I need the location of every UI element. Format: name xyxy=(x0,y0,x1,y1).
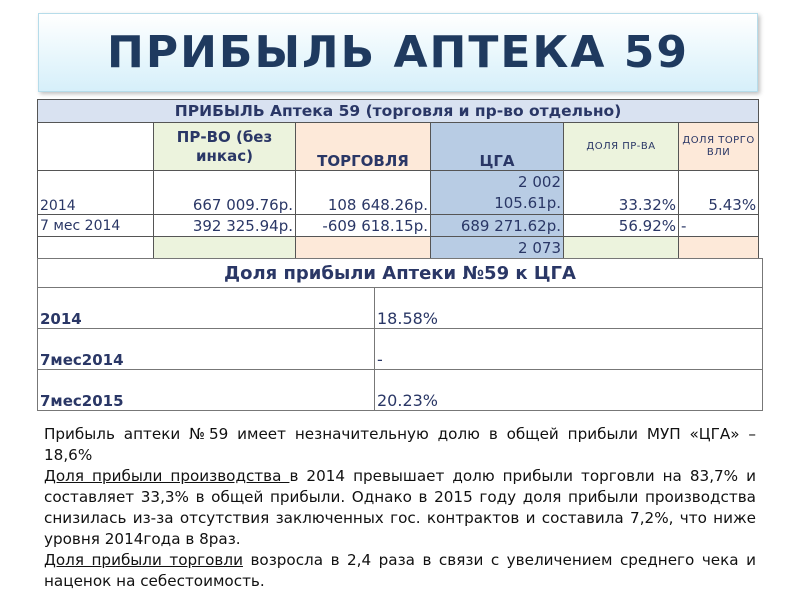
summary-paragraph-2: Доля прибыли производства в 2014 превыша… xyxy=(44,466,756,550)
trade-share-term: Доля прибыли торговли xyxy=(44,551,243,569)
cell-production: 667 009.76р. xyxy=(153,170,296,215)
cell-share-trade: 5.43% xyxy=(677,170,760,215)
trade-share-text: возросла в 2,4 раза в связи с увеличение… xyxy=(44,551,756,590)
col-header-share-trade: ДОЛЯ ТОРГОВЛИ xyxy=(677,122,760,171)
profit-table: ПРИБЫЛЬ Аптека 59 (торговля и пр-во отде… xyxy=(36,99,760,259)
cell-production: 392 325.94р. xyxy=(153,214,296,237)
share-row-label: 7мес2015 xyxy=(37,369,375,411)
cell-share-trade xyxy=(677,236,760,259)
share-row-value: - xyxy=(374,328,763,370)
cell-trade: -609 618.15р. xyxy=(295,214,431,237)
cell-share-production: 56.92% xyxy=(563,214,679,237)
col-header-cga: ЦГА xyxy=(430,122,564,171)
col-header-production: ПР-ВО (без инкас) xyxy=(153,122,296,171)
row-label: 7 мес 2014 xyxy=(37,214,154,237)
col-header-empty xyxy=(37,122,154,171)
production-share-text: в 2014 превышает долю прибыли торговли н… xyxy=(44,467,756,548)
summary-text: Прибыль аптеки №59 имеет незначительную … xyxy=(44,424,756,592)
cell-trade: 108 648.26р. xyxy=(295,170,431,215)
col-header-share-production: ДОЛЯ ПР-ВА xyxy=(563,122,679,171)
share-table: Доля прибыли Аптеки №59 к ЦГА 2014 18.58… xyxy=(37,258,763,411)
cell-cga: 2 002 105.61р. xyxy=(430,170,564,215)
col-header-trade: ТОРГОВЛЯ xyxy=(295,122,431,171)
share-row-label: 2014 xyxy=(37,287,375,329)
cell-cga: 689 271.62р. xyxy=(430,214,564,237)
cell-cga: 2 073 xyxy=(430,236,564,259)
row-label xyxy=(37,236,154,259)
production-share-term: Доля прибыли производства xyxy=(44,467,290,485)
cell-share-trade: - xyxy=(677,214,760,237)
cell-production xyxy=(153,236,296,259)
title-banner: ПРИБЫЛЬ АПТЕКА 59 xyxy=(38,13,758,92)
cell-share-production: 33.32% xyxy=(563,170,679,215)
summary-paragraph-3: Доля прибыли торговли возросла в 2,4 раз… xyxy=(44,550,756,592)
share-row-label: 7мес2014 xyxy=(37,328,375,370)
summary-paragraph-1: Прибыль аптеки №59 имеет незначительную … xyxy=(44,425,756,464)
cell-trade xyxy=(295,236,431,259)
page-title: ПРИБЫЛЬ АПТЕКА 59 xyxy=(107,27,689,78)
profit-table-header: ПРИБЫЛЬ Аптека 59 (торговля и пр-во отде… xyxy=(36,99,760,123)
share-table-header: Доля прибыли Аптеки №59 к ЦГА xyxy=(37,258,763,288)
share-row-value: 20.23% xyxy=(374,369,763,411)
share-row-value: 18.58% xyxy=(374,287,763,329)
row-label: 2014 xyxy=(37,170,154,215)
cell-share-production xyxy=(563,236,679,259)
